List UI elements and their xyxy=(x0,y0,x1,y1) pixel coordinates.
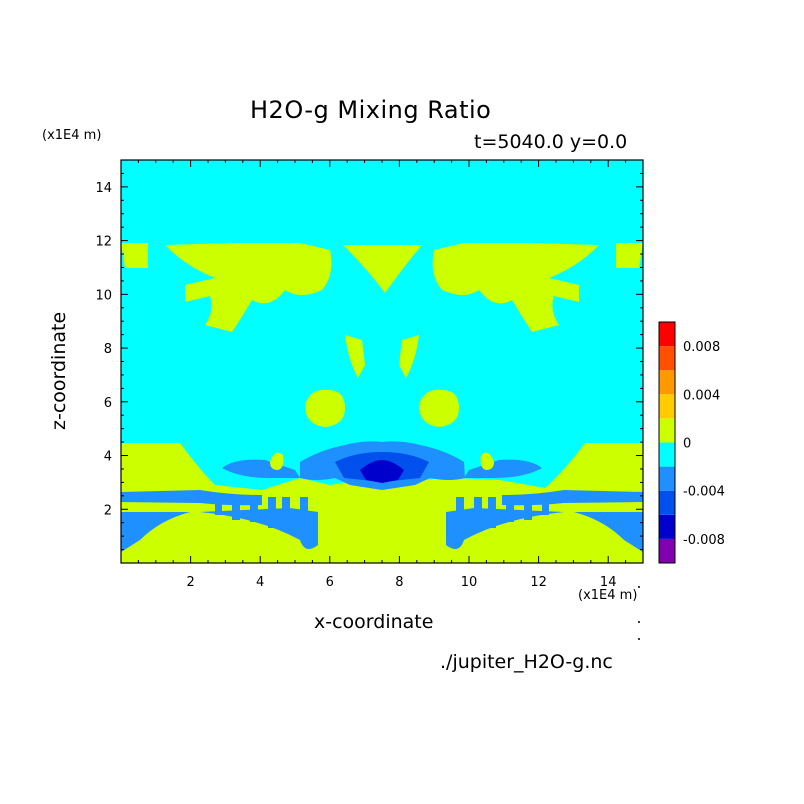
contour-region-1 xyxy=(121,243,148,268)
contour-region-25 xyxy=(215,503,222,515)
contour-region-14 xyxy=(360,460,404,483)
contour-region-26 xyxy=(232,503,240,520)
colorbar-segment xyxy=(659,514,675,539)
contour-region-2 xyxy=(616,243,643,268)
colorbar-tick-label: 0 xyxy=(683,437,691,452)
y-tick-label: 12 xyxy=(95,235,112,250)
contour-region-16 xyxy=(412,460,424,465)
contour-region-10 xyxy=(222,459,300,478)
colorbar-tick-label: 0.008 xyxy=(683,340,720,355)
y-tick-label: 4 xyxy=(104,450,112,465)
plot-area xyxy=(121,160,643,563)
contour-region-36 xyxy=(456,497,464,520)
x-tick-label: 12 xyxy=(530,575,547,590)
contour-region-17 xyxy=(270,452,284,470)
contour-region-33 xyxy=(506,500,514,522)
colorbar-segment xyxy=(659,418,675,443)
contour-region-30 xyxy=(300,497,308,520)
colorbar-segment xyxy=(659,394,675,419)
contour-region-11 xyxy=(464,459,542,478)
colorbar-segment xyxy=(659,466,675,491)
contour-region-18 xyxy=(480,452,494,470)
y-tick-label: 8 xyxy=(104,342,112,357)
contour-region-34 xyxy=(488,497,496,528)
y-tick-label: 2 xyxy=(104,503,112,518)
colorbar-tick-label: -0.004 xyxy=(683,485,725,500)
contour-region-3 xyxy=(165,243,332,332)
colorbar-segment xyxy=(659,370,675,395)
x-axis-scale-label: (x1E4 m) xyxy=(578,588,638,603)
colorbar-segment xyxy=(659,442,675,467)
contour-region-22 xyxy=(574,512,643,552)
contour-region-29 xyxy=(282,497,290,530)
contour-region-9 xyxy=(419,389,459,427)
contour-region-28 xyxy=(268,497,276,528)
contour-region-27 xyxy=(250,500,258,522)
x-tick-label: 10 xyxy=(461,575,478,590)
x-axis: 2 4 6 8 10 12 14 xyxy=(137,160,627,590)
x-tick-label: 4 xyxy=(256,575,264,590)
contour-region-31 xyxy=(542,503,549,515)
contour-region-20 xyxy=(502,490,643,506)
colorbar-segment xyxy=(659,538,675,563)
contour-region-32 xyxy=(524,503,532,520)
x-tick-label: 8 xyxy=(395,575,403,590)
colorbar-segment xyxy=(659,490,675,515)
contour-region-19 xyxy=(121,490,262,506)
chart-title: H2O-g Mixing Ratio xyxy=(250,96,492,124)
x-axis-label: x-coordinate xyxy=(314,611,434,633)
y-tick-label: 10 xyxy=(95,288,112,303)
colorbar-tick-label: 0.004 xyxy=(683,388,720,403)
x-tick-label: 14 xyxy=(600,575,617,590)
y-tick-label: 14 xyxy=(95,181,112,196)
colorbar-segment xyxy=(659,346,675,371)
z-axis-scale-label: (x1E4 m) xyxy=(42,128,102,143)
contour-region-8 xyxy=(305,389,345,427)
contour-region-7 xyxy=(399,335,419,378)
contour-fields xyxy=(121,243,643,563)
contour-region-21 xyxy=(121,512,190,552)
marker-dots xyxy=(638,586,640,640)
contour-region-15 xyxy=(340,460,352,465)
source-file-label: ./jupiter_H2O-g.nc xyxy=(440,651,613,673)
colorbar-tick-label: -0.008 xyxy=(683,533,725,548)
x-tick-label: 6 xyxy=(326,575,334,590)
y-tick-label: 6 xyxy=(104,396,112,411)
x-tick-label: 2 xyxy=(186,575,194,590)
colorbar-segment xyxy=(659,322,675,347)
chart-subtitle: t=5040.0 y=0.0 xyxy=(474,131,628,153)
colorbar: -0.008 -0.004 0 0.004 0.008 xyxy=(658,321,725,564)
y-axis: 2 4 6 8 10 12 14 xyxy=(95,172,643,551)
contour-region-6 xyxy=(345,335,365,378)
contour-region-5 xyxy=(343,245,422,293)
contour-region-4 xyxy=(432,243,599,332)
contour-region-35 xyxy=(474,497,482,530)
colorbar-frame xyxy=(658,321,676,564)
contour-region-0 xyxy=(121,443,643,563)
